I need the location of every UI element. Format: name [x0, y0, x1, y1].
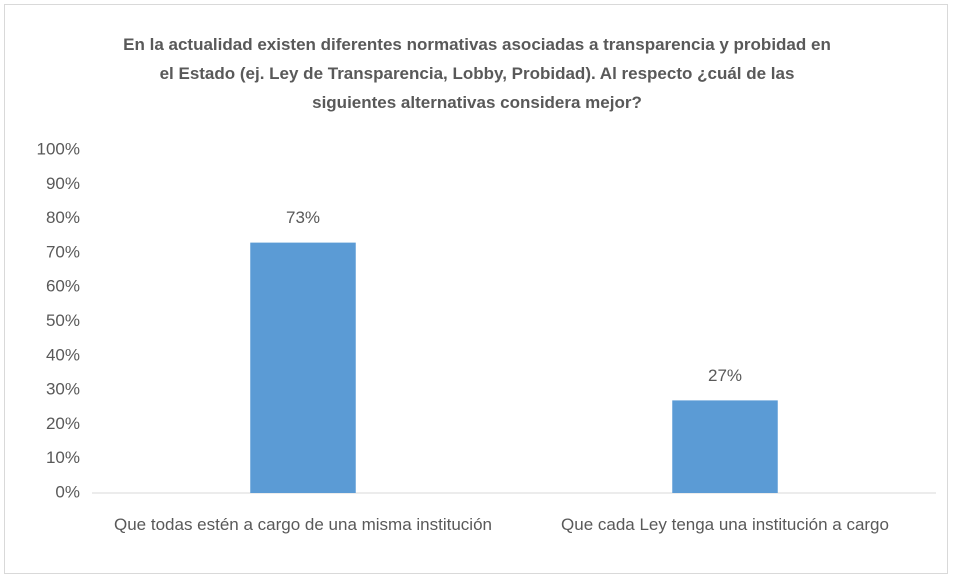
- data-label: 27%: [708, 366, 742, 385]
- bar: [250, 242, 356, 493]
- y-tick-label: 100%: [37, 139, 80, 158]
- chart-title: En la actualidad existen diferentes norm…: [123, 35, 831, 112]
- data-label: 73%: [286, 208, 320, 227]
- bar: [672, 400, 778, 493]
- y-tick-label: 10%: [46, 448, 80, 467]
- y-tick-label: 30%: [46, 380, 80, 399]
- y-tick-label: 80%: [46, 208, 80, 227]
- y-tick-label: 70%: [46, 242, 80, 261]
- y-tick-label: 20%: [46, 414, 80, 433]
- y-tick-label: 50%: [46, 311, 80, 330]
- x-tick-label: Que cada Ley tenga una institución a car…: [561, 515, 889, 534]
- x-tick-label: Que todas estén a cargo de una misma ins…: [114, 515, 492, 534]
- y-tick-label: 90%: [46, 174, 80, 193]
- y-tick-label: 0%: [55, 482, 80, 501]
- y-tick-label: 40%: [46, 345, 80, 364]
- chart-border: [4, 4, 948, 574]
- y-tick-label: 60%: [46, 277, 80, 296]
